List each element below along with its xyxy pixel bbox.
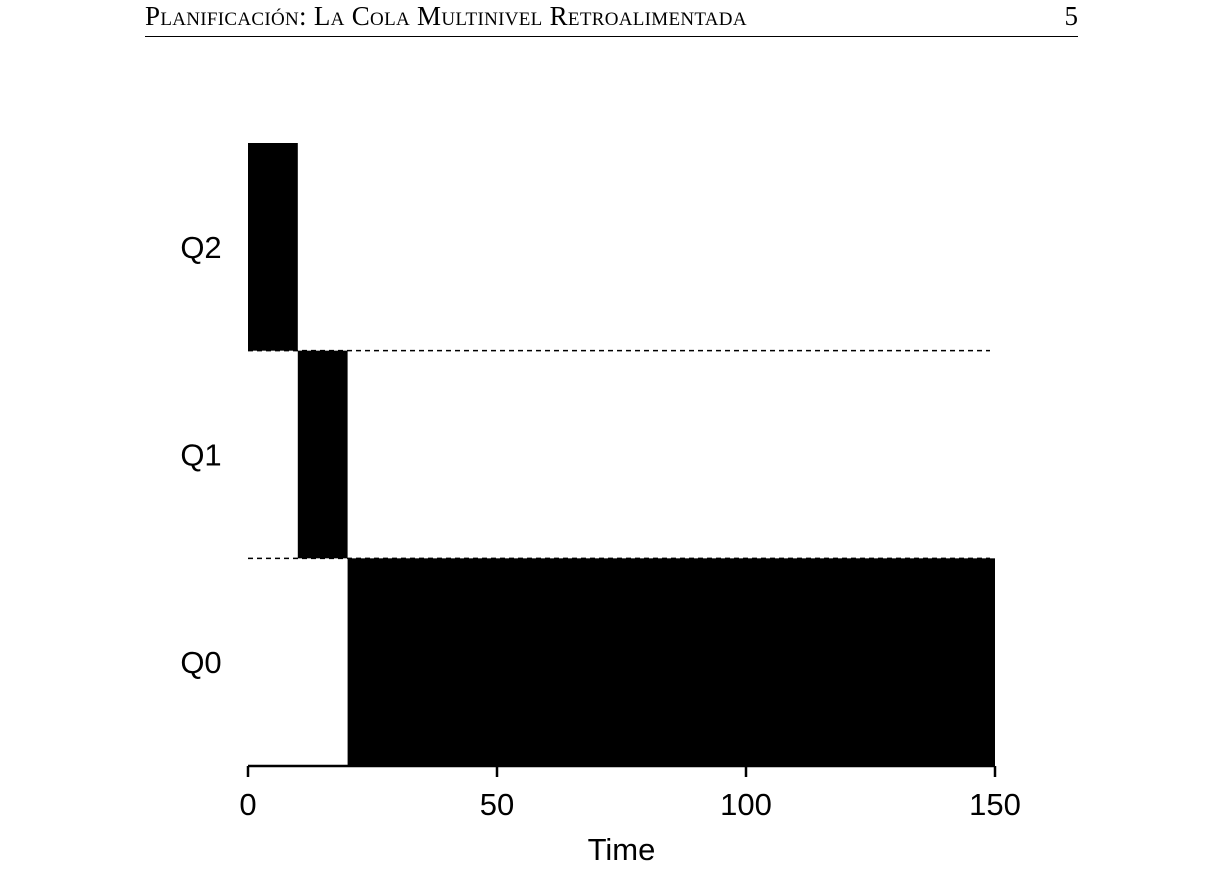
- bars: [248, 143, 996, 766]
- x-axis: 0 50 100 150 Time: [239, 764, 1021, 867]
- x-tick-label: 50: [480, 787, 514, 822]
- bar-q1: [297, 350, 348, 559]
- running-title: Planificación: La Cola Multinivel Retroa…: [145, 1, 747, 31]
- x-tick-label: 0: [239, 787, 256, 822]
- x-axis-title: Time: [588, 832, 656, 867]
- page-number: 5: [1064, 1, 1079, 31]
- x-tick-label: 150: [969, 787, 1021, 822]
- level-separators: [248, 349, 990, 560]
- bar-q2: [248, 143, 298, 351]
- level-label-q2: Q2: [180, 230, 221, 265]
- level-labels: Q0 Q1 Q2: [180, 230, 221, 680]
- level-label-q1: Q1: [180, 438, 221, 473]
- x-tick-label: 100: [720, 787, 772, 822]
- page-header: Planificación: La Cola Multinivel Retroa…: [145, 0, 1078, 37]
- level-label-q0: Q0: [180, 645, 221, 680]
- bar-q0: [347, 558, 996, 766]
